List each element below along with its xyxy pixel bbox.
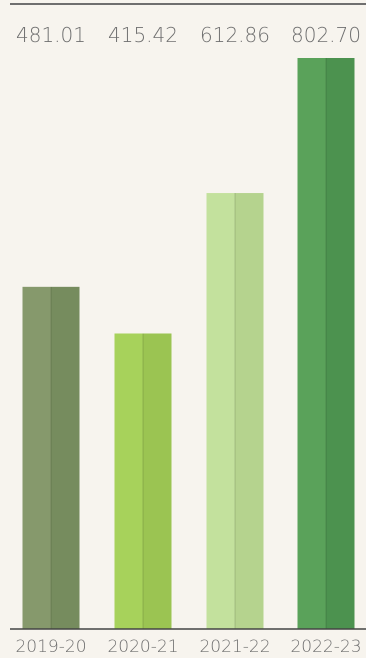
bar-2021-22 [206, 193, 264, 629]
bars-layer [22, 58, 355, 629]
bar-left-half [114, 333, 143, 629]
tick-labels-layer: 2019-20 2020-21 2021-22 2022-23 [15, 637, 361, 657]
bar-2019-20 [22, 286, 80, 629]
x-tick-label-2021-22: 2021-22 [199, 637, 270, 657]
value-label-2019-20: 481.01 [16, 23, 86, 47]
bar-left-half [22, 286, 51, 629]
value-label-2020-21: 415.42 [108, 23, 178, 47]
bar-right-half [326, 58, 355, 629]
bar-right-half [235, 193, 264, 629]
bar-2022-23 [297, 58, 355, 629]
value-label-2021-22: 612.86 [200, 23, 270, 47]
x-tick-label-2022-23: 2022-23 [290, 637, 361, 657]
x-tick-label-2019-20: 2019-20 [15, 637, 86, 657]
bar-2020-21 [114, 333, 172, 629]
bar-right-half [51, 286, 80, 629]
bar-right-half [143, 333, 172, 629]
x-tick-label-2020-21: 2020-21 [107, 637, 178, 657]
value-labels-layer: 481.01 415.42 612.86 802.70 [16, 23, 361, 47]
bar-left-half [297, 58, 326, 629]
bar-left-half [206, 193, 235, 629]
value-label-2022-23: 802.70 [291, 23, 361, 47]
